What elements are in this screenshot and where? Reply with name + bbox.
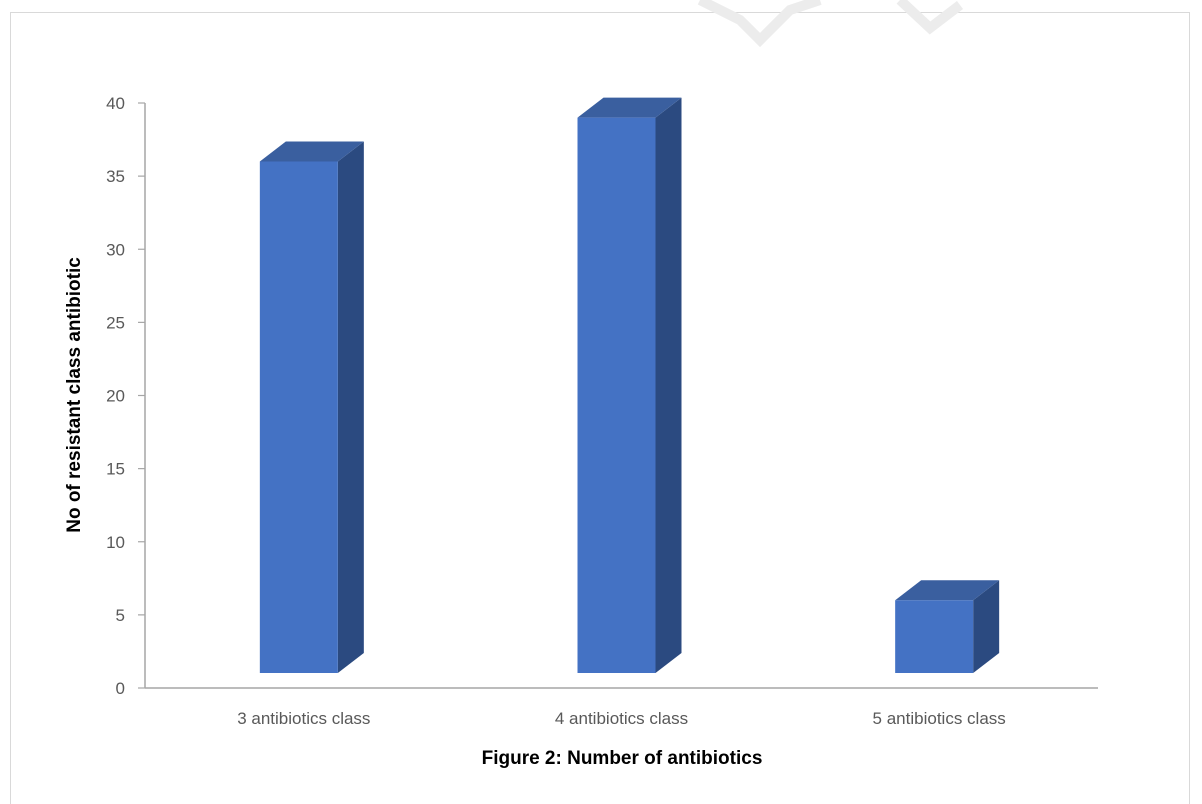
figure-title: Figure 2: Number of antibiotics: [482, 748, 763, 769]
bars: [259, 97, 1000, 673]
y-tick-label: 10: [106, 533, 125, 552]
y-axis: 0 5 10 15 20 25 30 35 40: [106, 94, 146, 698]
bar-side-face: [655, 97, 682, 673]
bar-top-face: [895, 580, 1000, 601]
y-tick-label: 35: [106, 167, 125, 186]
x-category-label: 5 antibiotics class: [873, 709, 1006, 728]
x-category-label: 4 antibiotics class: [555, 709, 688, 728]
y-tick-label: 25: [106, 313, 125, 332]
y-tick-label: 20: [106, 387, 125, 406]
bar-top-face: [259, 141, 364, 162]
x-category-label: 3 antibiotics class: [237, 709, 370, 728]
bar-front-face: [259, 161, 338, 673]
y-tick-label: 40: [106, 94, 125, 113]
bar-top-face: [577, 97, 682, 118]
category-labels: 3 antibiotics class 4 antibiotics class 5 …: [237, 709, 1006, 728]
y-tick-label: 0: [116, 679, 125, 698]
bar: [895, 580, 1000, 673]
bar-side-face: [973, 580, 1000, 673]
y-tick-label: 15: [106, 460, 125, 479]
bar-front-face: [895, 600, 974, 673]
bar: [259, 141, 364, 673]
bar-front-face: [577, 117, 656, 673]
y-tick-label: 5: [116, 606, 125, 625]
y-axis-title: No of resistant class antibiotic: [64, 257, 85, 533]
bar-side-face: [337, 141, 364, 673]
bar: [577, 97, 682, 673]
y-tick-label: 30: [106, 240, 125, 259]
